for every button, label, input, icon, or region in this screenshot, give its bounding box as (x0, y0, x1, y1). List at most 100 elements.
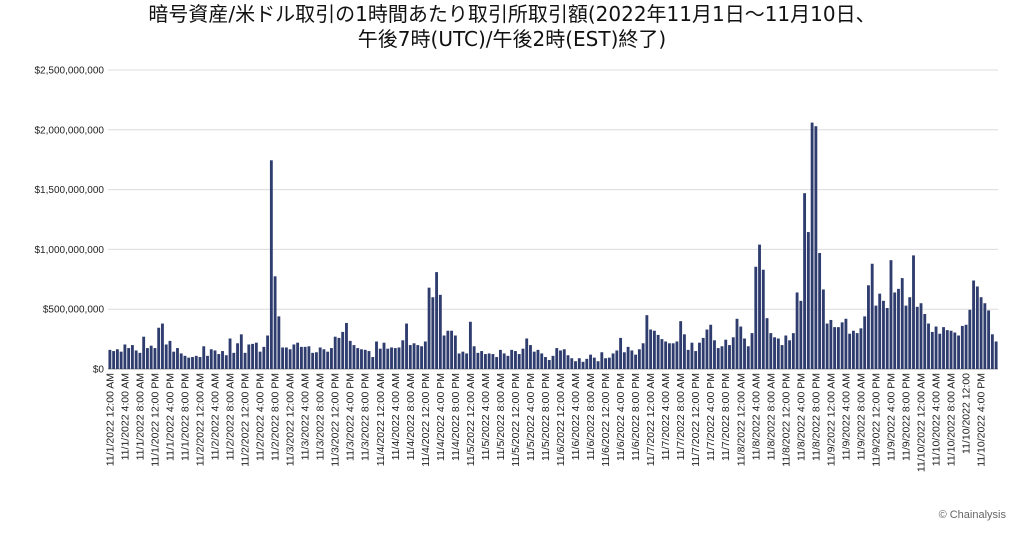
bar (577, 358, 581, 369)
bar (108, 349, 112, 369)
bar (337, 337, 341, 369)
bar (870, 263, 874, 369)
bar (724, 339, 728, 369)
chart-title: 暗号資産/米ドル取引の1時間あたり取引所取引額(2022年11月1日〜11月10… (0, 2, 1024, 52)
bar (209, 349, 213, 369)
bar (168, 340, 172, 369)
bar (202, 346, 206, 369)
bar (630, 350, 634, 369)
bar (773, 337, 776, 369)
bar (378, 348, 382, 369)
bar (296, 342, 300, 369)
bar (146, 348, 149, 369)
x-tick-label: 11/7/2022 4:00 PM (705, 373, 717, 461)
bar (960, 325, 964, 369)
bar (574, 361, 577, 369)
bar (423, 341, 427, 369)
bar (927, 323, 930, 369)
bar (221, 351, 224, 369)
x-tick-label: 11/6/2022 8:00 PM (630, 373, 642, 461)
bar (176, 348, 179, 369)
bar (239, 334, 243, 369)
bar (919, 303, 923, 369)
bar (123, 344, 127, 369)
bar (397, 347, 401, 369)
x-tick-label: 11/7/2022 12:00 AM (645, 373, 657, 466)
x-tick-label: 11/1/2022 8:00 AM (134, 373, 146, 460)
bar (187, 357, 191, 369)
bar (292, 344, 296, 369)
bar (164, 344, 168, 369)
bar (356, 348, 360, 369)
bar (521, 348, 525, 369)
x-tick-label: 11/3/2022 4:00 PM (345, 373, 357, 461)
bar (281, 347, 285, 369)
bar (345, 322, 348, 369)
x-tick-label: 11/4/2022 4:00 PM (435, 373, 447, 461)
bar (468, 321, 472, 369)
bar (352, 345, 356, 369)
bar (645, 315, 649, 369)
x-tick-label: 11/3/2022 8:00 PM (360, 373, 372, 461)
bar (649, 329, 653, 369)
x-tick-label: 11/3/2022 4:00 AM (300, 373, 312, 460)
bar (487, 353, 491, 369)
bar (626, 346, 630, 369)
bar (600, 352, 604, 369)
x-tick-label: 11/3/2022 12:00 AM (285, 373, 297, 466)
bar (810, 122, 814, 370)
x-tick-label: 11/1/2022 12:00 PM (149, 373, 161, 467)
bar (990, 334, 994, 369)
bar (622, 352, 626, 369)
bar (115, 349, 119, 369)
bar (232, 352, 236, 369)
bar (656, 334, 660, 369)
x-tick-label: 11/9/2022 12:00 PM (870, 373, 882, 467)
bar (825, 323, 829, 369)
bar (821, 289, 825, 369)
bar (923, 313, 927, 369)
y-tick-label: $2,000,000,000 (34, 125, 104, 136)
bar (461, 351, 465, 369)
bar (273, 276, 277, 369)
bar (236, 343, 239, 369)
x-tick-label: 11/6/2022 12:00 PM (600, 373, 612, 467)
bar (589, 354, 592, 369)
bar (780, 345, 784, 369)
bar (855, 333, 859, 369)
bar (581, 361, 585, 369)
bar (908, 297, 912, 369)
bar (412, 343, 416, 369)
bar (972, 280, 976, 369)
x-tick-label: 11/3/2022 12:00 PM (330, 373, 342, 467)
bar (667, 343, 671, 369)
bar (664, 341, 668, 369)
bar (401, 340, 405, 369)
bar (149, 345, 153, 369)
bar (333, 336, 337, 369)
bar (266, 335, 270, 369)
bar (784, 335, 788, 369)
x-tick-label: 11/2/2022 4:00 PM (255, 373, 267, 461)
bar (930, 331, 934, 369)
bar (532, 351, 536, 369)
x-tick-label: 11/4/2022 8:00 PM (450, 373, 462, 461)
x-tick-label: 11/2/2022 8:00 AM (225, 373, 237, 460)
bar (442, 335, 446, 369)
bar (446, 330, 450, 369)
bar (859, 328, 863, 369)
bar (341, 331, 345, 369)
bar (525, 338, 529, 369)
bar (112, 351, 116, 369)
bar (994, 341, 998, 369)
bar (438, 294, 442, 369)
bar (393, 348, 397, 369)
bar (254, 342, 258, 369)
bar (161, 323, 164, 369)
bar (964, 324, 968, 369)
x-tick-label: 11/10/2022 12:00 AM (916, 373, 928, 472)
bar (731, 337, 735, 369)
bar (942, 327, 945, 369)
bar (217, 354, 221, 369)
bar (529, 345, 532, 369)
